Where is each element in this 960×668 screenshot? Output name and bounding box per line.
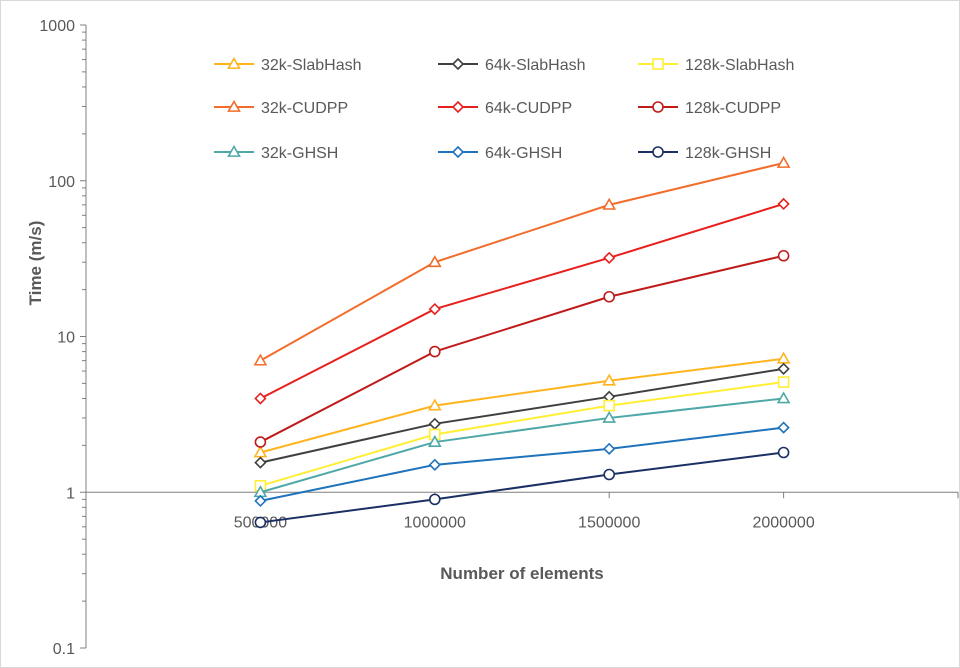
- x-tick-label: 1000000: [404, 514, 466, 531]
- data-point-64k-cudpp: [603, 251, 616, 264]
- legend-label: 32k-GHSH: [261, 145, 338, 162]
- data-point-32k-ghsh: [602, 410, 617, 423]
- series-line-128k-cudpp: [259, 254, 784, 443]
- data-point-128k-ghsh: [603, 468, 616, 481]
- legend-label: 64k-GHSH: [485, 145, 562, 162]
- legend-marker: [451, 145, 465, 159]
- data-point-32k-ghsh: [776, 391, 791, 404]
- data-point-32k-ghsh: [427, 434, 442, 447]
- series-64k-cudpp: [254, 197, 790, 405]
- data-point-64k-cudpp: [254, 392, 267, 405]
- legend-label: 64k-SlabHash: [485, 57, 586, 74]
- series-line-128k-slabhash: [260, 381, 784, 487]
- data-point-32k-slabhash: [776, 351, 791, 364]
- data-point-64k-ghsh: [254, 494, 267, 508]
- legend-label: 64k-CUDPP: [485, 100, 572, 117]
- legend-label: 128k-SlabHash: [685, 57, 794, 74]
- legend-marker: [652, 146, 664, 158]
- y-tick-label: 1000: [39, 18, 75, 35]
- data-point-32k-slabhash: [427, 398, 442, 411]
- data-point-128k-cudpp: [777, 249, 790, 262]
- y-tick-label: 1: [66, 485, 75, 502]
- series-128k-cudpp: [254, 249, 790, 448]
- series-line-32k-slabhash: [260, 357, 784, 454]
- series-line-64k-cudpp: [259, 202, 784, 400]
- data-point-128k-cudpp: [428, 345, 441, 358]
- series-line-32k-ghsh: [260, 397, 784, 494]
- data-point-64k-ghsh: [603, 442, 616, 455]
- y-tick-label: 10: [57, 330, 75, 347]
- data-point-128k-cudpp: [603, 290, 616, 303]
- legend-label: 32k-SlabHash: [261, 57, 362, 74]
- legend-label: 128k-CUDPP: [685, 100, 781, 117]
- data-point-64k-slabhash: [428, 417, 441, 430]
- legend-entry-32k-slabhash: 32k-SlabHash: [214, 56, 362, 74]
- series-layer: [253, 155, 791, 529]
- legend: 32k-SlabHash 64k-SlabHash 128k-SlabHash 32k…: [214, 56, 794, 162]
- y-axis-title: Time (m/s): [26, 221, 45, 306]
- legend-marker: [227, 56, 241, 69]
- y-tick-label: 0.1: [53, 641, 75, 658]
- data-point-64k-cudpp: [777, 197, 790, 211]
- series-32k-cudpp: [253, 155, 791, 366]
- legend-label: 32k-CUDPP: [261, 100, 348, 117]
- data-point-32k-slabhash: [602, 373, 617, 386]
- data-point-128k-ghsh: [254, 516, 267, 529]
- data-point-128k-ghsh: [428, 493, 441, 506]
- legend-marker: [227, 99, 241, 112]
- data-point-128k-slabhash: [603, 399, 616, 412]
- series-32k-slabhash: [253, 351, 791, 458]
- series-64k-slabhash: [254, 362, 790, 469]
- series-line-64k-slabhash: [260, 367, 784, 464]
- series-line-128k-ghsh: [260, 451, 784, 524]
- legend-entry-64k-slabhash: 64k-SlabHash: [438, 57, 586, 74]
- data-point-64k-ghsh: [428, 458, 441, 471]
- x-tick-label: 2000000: [752, 514, 814, 531]
- legend-entry-128k-cudpp: 128k-CUDPP: [638, 100, 781, 117]
- data-point-64k-slabhash: [777, 362, 790, 375]
- legend-label: 128k-GHSH: [685, 145, 771, 162]
- data-point-32k-cudpp: [776, 155, 791, 168]
- legend-marker: [652, 58, 664, 70]
- x-axis-title: Number of elements: [440, 564, 603, 583]
- data-point-128k-cudpp: [254, 436, 267, 448]
- data-point-64k-ghsh: [777, 421, 790, 434]
- legend-entry-128k-ghsh: 128k-GHSH: [638, 145, 771, 162]
- legend-marker: [451, 57, 465, 71]
- y-tick-label: 100: [48, 174, 75, 191]
- legend-marker: [652, 101, 664, 113]
- series-64k-ghsh: [254, 421, 790, 508]
- series-line-32k-cudpp: [259, 162, 784, 362]
- legend-entry-64k-cudpp: 64k-CUDPP: [438, 100, 572, 117]
- data-point-32k-cudpp: [602, 197, 617, 210]
- legend-entry-64k-ghsh: 64k-GHSH: [438, 145, 562, 162]
- series-128k-ghsh: [254, 446, 790, 529]
- legend-entry-32k-ghsh: 32k-GHSH: [214, 144, 338, 162]
- series-32k-ghsh: [253, 391, 791, 498]
- legend-entry-128k-slabhash: 128k-SlabHash: [638, 57, 794, 74]
- data-point-128k-ghsh: [777, 446, 790, 459]
- data-point-32k-cudpp: [253, 353, 268, 366]
- data-point-64k-slabhash: [254, 456, 267, 469]
- data-point-32k-cudpp: [427, 255, 442, 268]
- series-line-64k-ghsh: [260, 426, 784, 502]
- legend-marker: [227, 144, 241, 157]
- data-point-64k-cudpp: [428, 302, 441, 316]
- data-point-128k-slabhash: [777, 376, 790, 388]
- legend-entry-32k-cudpp: 32k-CUDPP: [214, 99, 348, 117]
- x-tick-label: 1500000: [578, 514, 640, 531]
- legend-marker: [451, 100, 465, 114]
